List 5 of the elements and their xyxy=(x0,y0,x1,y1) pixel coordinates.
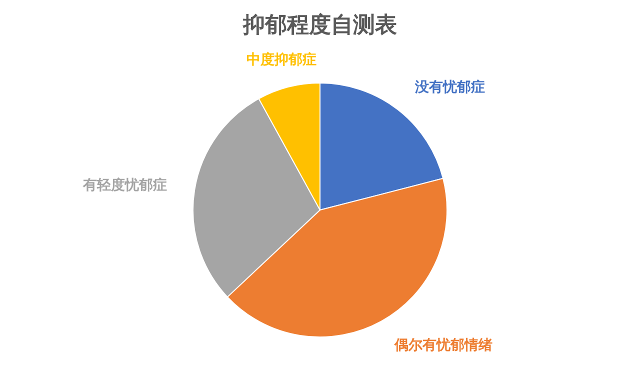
slice-label: 有轻度忧郁症 xyxy=(82,176,167,194)
chart-title: 抑郁程度自测表 xyxy=(242,12,397,38)
slice-label: 偶尔有忧郁情绪 xyxy=(394,338,493,354)
slice-label: 中度抑郁症 xyxy=(246,50,316,68)
slice-label: 没有忧郁症 xyxy=(414,78,485,96)
